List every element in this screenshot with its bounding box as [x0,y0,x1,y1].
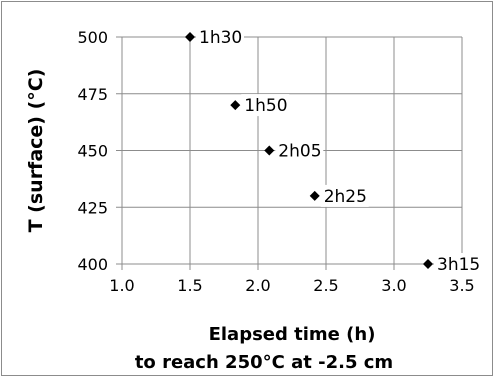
data-point [264,145,275,156]
data-label: 2h25 [324,187,367,207]
data-labels: 1h30 1h50 2h05 2h25 3h15 [196,26,482,275]
data-label-background [320,184,369,207]
data-point [230,100,241,111]
x-axis-label-line2: to reach 250°C at -2.5 cm [135,352,393,373]
data-label-background [434,253,482,275]
x-tick-label: 1.0 [109,276,134,295]
y-tick-label: 500 [77,28,108,47]
x-tick-label: 3.5 [449,276,474,295]
data-point [309,190,320,201]
chart-frame: 400 425 450 475 500 1.0 1.5 2.0 2.5 3.0 3.5 1h30 1… [1,1,493,376]
y-tick-label: 400 [77,255,108,274]
data-label: 3h15 [437,255,480,275]
x-tick-label: 2.5 [313,276,338,295]
data-label: 2h05 [278,142,321,162]
y-axis-ticks: 400 425 450 475 500 [77,28,122,274]
data-point [423,259,433,269]
x-axis-ticks: 1.0 1.5 2.0 2.5 3.0 3.5 [109,264,475,295]
data-label: 1h30 [199,28,242,48]
data-points [185,32,433,269]
x-tick-label: 1.5 [177,276,202,295]
y-tick-label: 450 [77,142,108,161]
data-label-background [275,139,324,162]
data-label: 1h50 [244,96,287,116]
x-tick-label: 3.0 [381,276,406,295]
y-axis-label: T (surface) (°C) [25,69,47,233]
x-axis-label: Elapsed time (h) [209,324,376,345]
data-point [185,32,195,42]
y-tick-label: 475 [77,85,108,104]
data-label-background [241,94,290,117]
y-tick-label: 425 [77,198,108,217]
data-label-background [196,26,244,48]
x-tick-label: 2.0 [245,276,270,295]
